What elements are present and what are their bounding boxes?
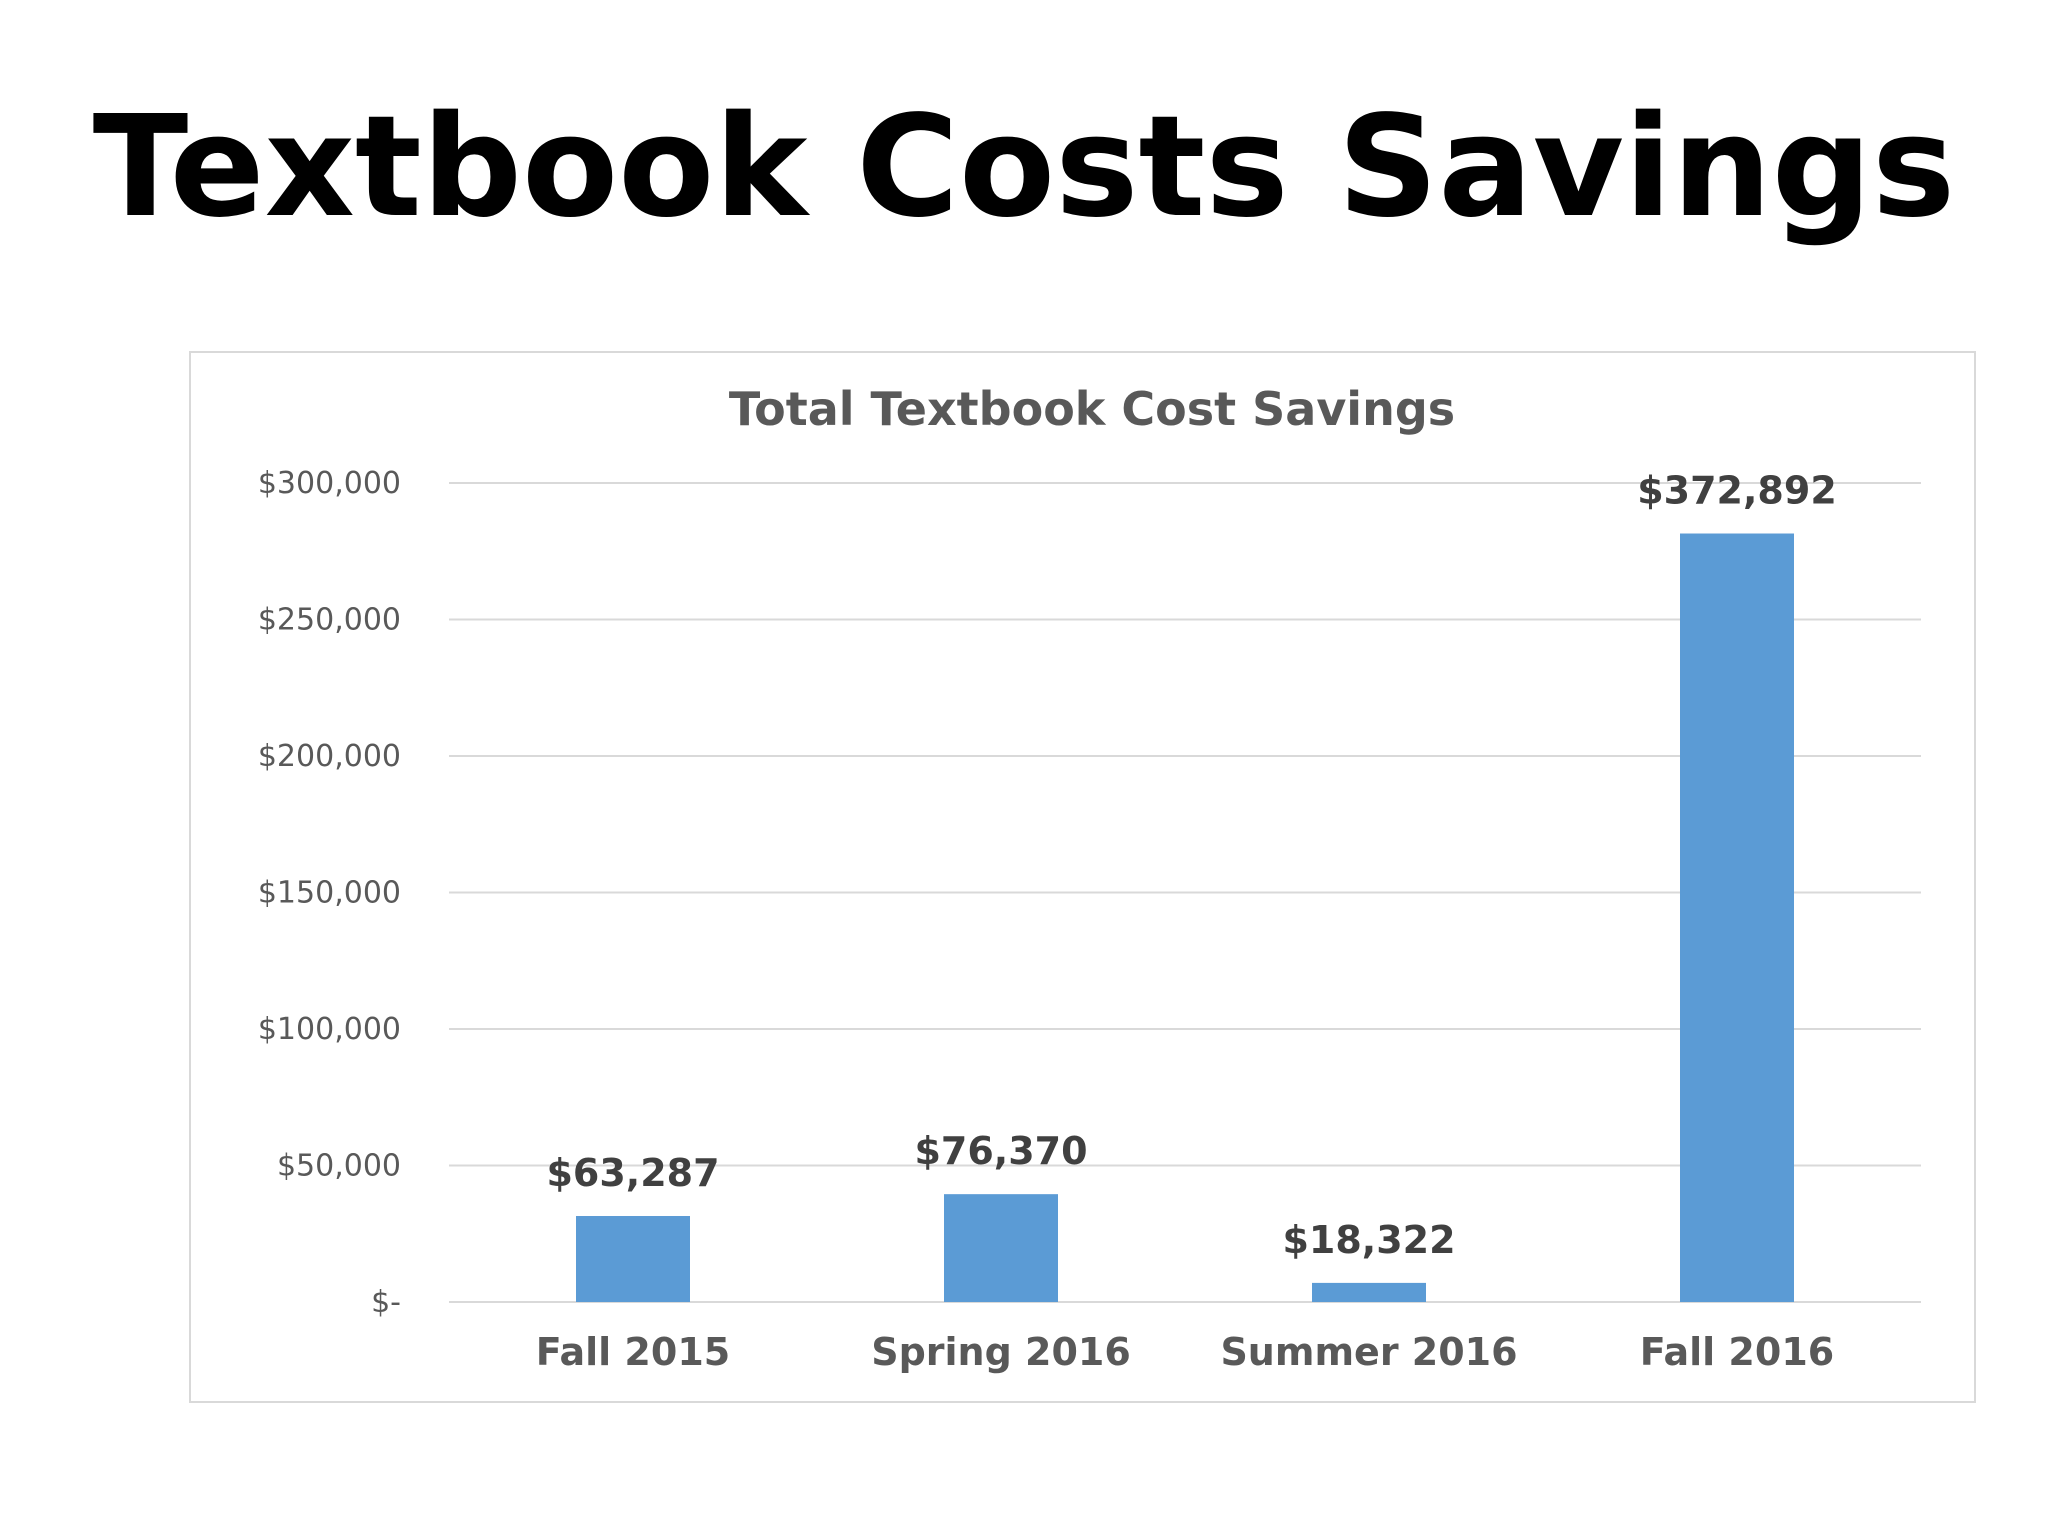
category-label: Spring 2016 [871, 1330, 1131, 1374]
y-tick-label: $300,000 [258, 466, 401, 501]
y-tick-label: $150,000 [258, 876, 401, 911]
bar-summer-2016 [1312, 1282, 1426, 1302]
bar-fall-2016 [1680, 533, 1794, 1302]
y-tick-label: $250,000 [258, 603, 401, 638]
x-axis-category-labels: Fall 2015 Spring 2016 Summer 2016 Fall 2016 [536, 1330, 1834, 1374]
data-label: $372,892 [1637, 469, 1837, 513]
gridlines [449, 482, 1921, 1303]
category-label: Summer 2016 [1220, 1330, 1517, 1374]
data-label: $76,370 [914, 1129, 1087, 1173]
bar-chart: Total Textbook Cost Savings $- $50,000 $10… [258, 382, 1921, 1374]
chart-title: Total Textbook Cost Savings [729, 382, 1455, 436]
data-label: $63,287 [546, 1151, 719, 1195]
y-axis-tick-labels: $- $50,000 $100,000 $150,000 $200,000 $250,00… [258, 466, 401, 1320]
category-label: Fall 2016 [1640, 1330, 1834, 1374]
slide-title: Textbook Costs Savings [92, 86, 1956, 249]
bars [576, 533, 1794, 1302]
data-label: $18,322 [1282, 1218, 1455, 1262]
chart-frame: Total Textbook Cost Savings $- $50,000 $10… [189, 351, 1976, 1403]
y-tick-label: $- [371, 1285, 401, 1320]
bar-fall-2015 [576, 1216, 690, 1302]
data-labels: $63,287 $76,370 $18,322 $372,892 [546, 469, 1836, 1262]
y-tick-label: $50,000 [277, 1149, 401, 1184]
y-tick-label: $200,000 [258, 739, 401, 774]
category-label: Fall 2015 [536, 1330, 730, 1374]
y-tick-label: $100,000 [258, 1012, 401, 1047]
bar-spring-2016 [944, 1194, 1058, 1302]
